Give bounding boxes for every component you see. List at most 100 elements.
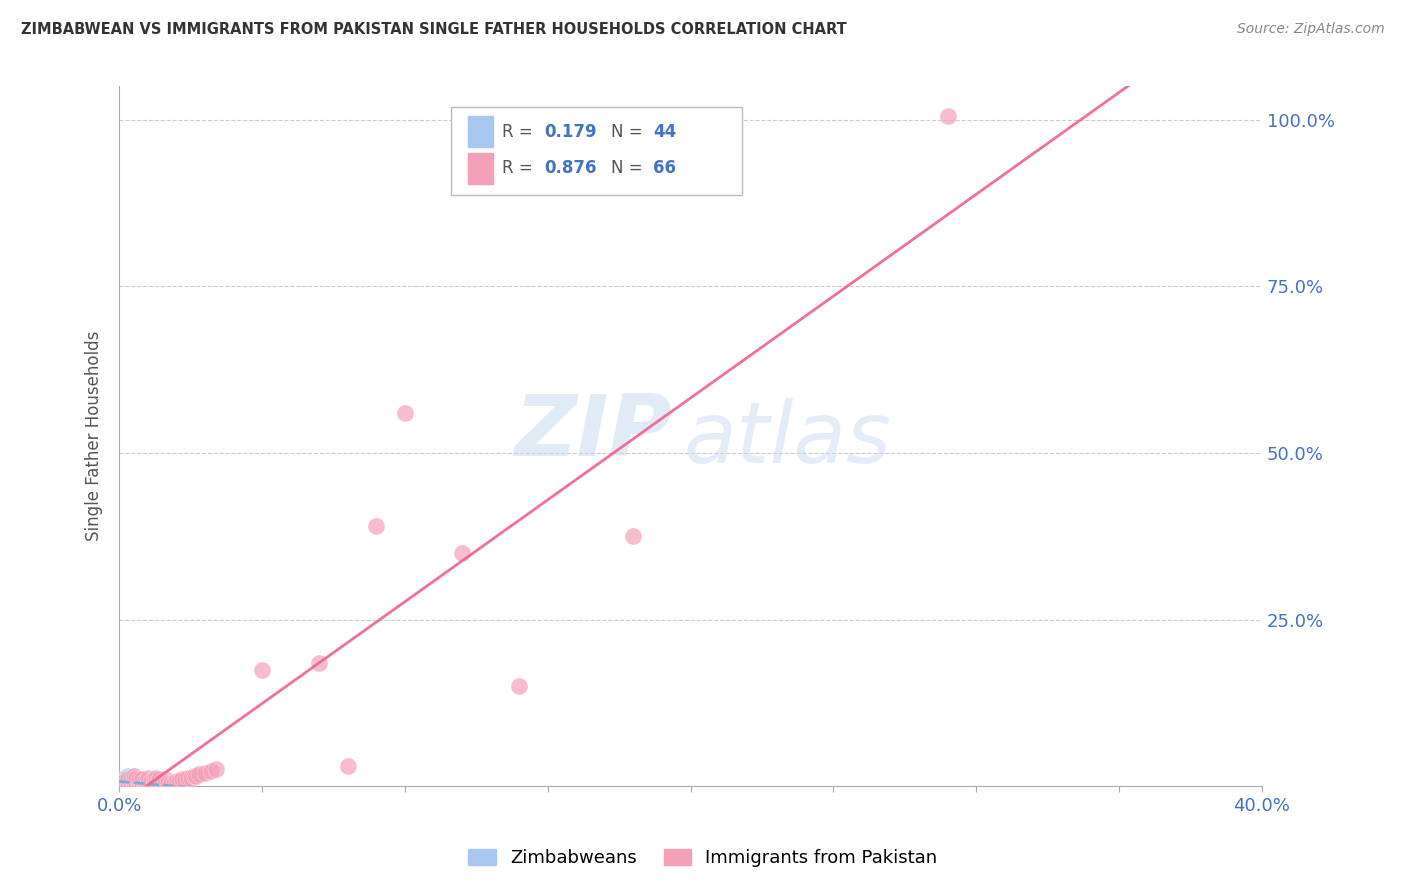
Point [177,771,200,785]
Point [153,779,176,793]
Point [122,779,145,793]
Point [108,779,131,793]
Point [120,776,142,790]
Point [131,776,153,790]
Point [142,779,165,793]
Point [117,776,139,790]
Point [117,772,139,787]
Point [122,779,145,793]
Point [172,772,194,787]
Point [131,779,153,793]
Point [114,773,136,788]
Text: atlas: atlas [683,398,891,482]
Text: N =: N = [610,160,648,178]
Text: N =: N = [610,123,648,141]
Point [142,779,165,793]
Point [188,767,211,781]
Point [122,772,145,787]
Point [128,772,150,787]
Point [159,776,181,790]
FancyBboxPatch shape [451,107,742,194]
Point [134,776,156,790]
Point [139,773,162,788]
Point [205,763,228,777]
Point [145,776,167,790]
Point [134,773,156,788]
Point [114,779,136,793]
Text: ZIMBABWEAN VS IMMIGRANTS FROM PAKISTAN SINGLE FATHER HOUSEHOLDS CORRELATION CHAR: ZIMBABWEAN VS IMMIGRANTS FROM PAKISTAN S… [21,22,846,37]
Point [180,771,202,785]
Point [250,663,273,677]
Point [145,776,167,790]
Point [120,772,142,787]
Point [111,776,134,790]
Point [159,779,181,793]
Point [136,776,159,790]
Point [936,109,959,123]
Point [148,776,170,790]
Text: 44: 44 [652,123,676,141]
Text: 0.876: 0.876 [544,160,596,178]
Point [162,776,184,790]
Point [145,771,167,785]
Point [150,773,173,788]
Point [167,773,190,788]
Point [139,779,162,793]
Point [136,779,159,793]
Point [308,656,330,670]
Point [131,772,153,787]
Point [148,772,170,787]
Point [128,776,150,790]
Text: 66: 66 [652,160,676,178]
Point [111,776,134,790]
Point [139,779,162,793]
Point [186,769,208,783]
Point [125,776,148,790]
Point [114,776,136,790]
Point [125,772,148,787]
Point [183,769,205,783]
Point [194,765,217,780]
Point [156,779,179,793]
Point [120,776,142,790]
Point [117,779,139,793]
Point [508,679,530,693]
Point [174,772,197,787]
Point [134,779,156,793]
Point [336,759,359,773]
Point [120,779,142,793]
Point [134,779,156,793]
Point [122,776,145,790]
Point [150,776,173,790]
Point [142,776,165,790]
Text: R =: R = [502,160,538,178]
Point [131,779,153,793]
Point [117,769,139,783]
Point [128,779,150,793]
Point [117,772,139,787]
Point [117,779,139,793]
Text: Source: ZipAtlas.com: Source: ZipAtlas.com [1237,22,1385,37]
Point [623,529,645,543]
Point [148,779,170,793]
Point [139,776,162,790]
Point [125,779,148,793]
Point [162,779,184,793]
Point [366,519,388,533]
Point [128,772,150,787]
Point [125,771,148,785]
Point [165,779,187,793]
Point [122,769,145,783]
Point [142,772,165,787]
Point [131,776,153,790]
Point [114,777,136,791]
Point [150,779,173,793]
Point [122,776,145,790]
Point [200,764,222,779]
Text: ZIP: ZIP [515,392,672,475]
Point [153,779,176,793]
Point [153,772,176,787]
Point [111,772,134,787]
Point [122,772,145,787]
Point [451,546,474,560]
